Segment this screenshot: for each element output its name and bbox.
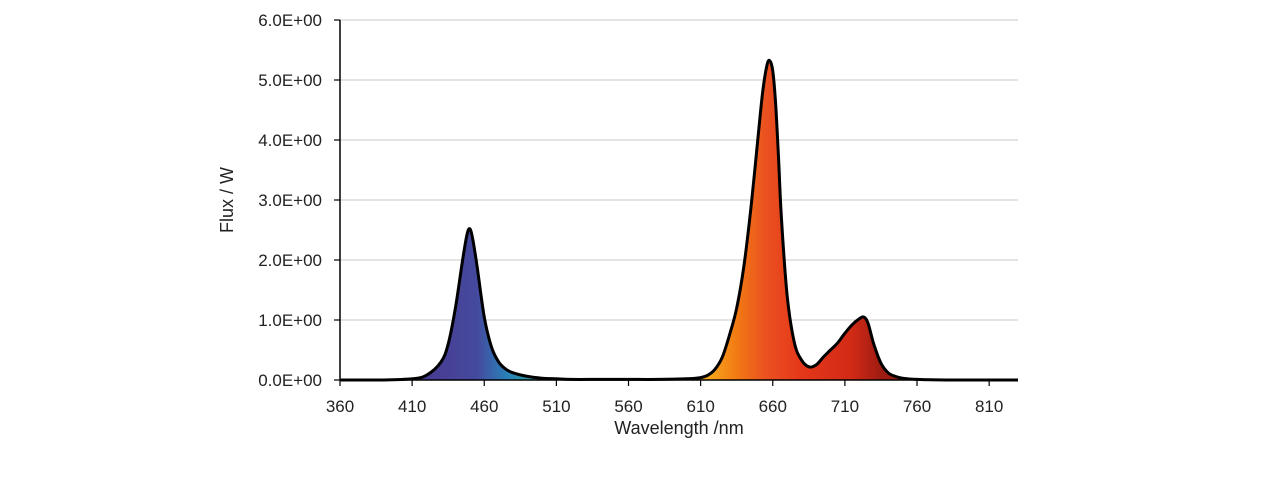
y-tick-label: 2.0E+00 <box>258 251 322 270</box>
spectrum-area <box>340 60 1018 381</box>
y-tick-label: 0.0E+00 <box>258 371 322 390</box>
x-axis-title: Wavelength /nm <box>614 418 743 438</box>
x-tick-label: 710 <box>831 397 859 416</box>
x-tick-label: 410 <box>398 397 426 416</box>
y-tick-label: 4.0E+00 <box>258 131 322 150</box>
y-tick-label: 3.0E+00 <box>258 191 322 210</box>
y-tick-label: 5.0E+00 <box>258 71 322 90</box>
x-tick-label: 460 <box>470 397 498 416</box>
y-tick-label: 1.0E+00 <box>258 311 322 330</box>
y-axis-title: Flux / W <box>217 167 237 233</box>
x-tick-label: 660 <box>759 397 787 416</box>
spectrum-line <box>339 58 1018 382</box>
x-tick-label: 810 <box>975 397 1003 416</box>
x-tick-label: 610 <box>686 397 714 416</box>
gridlines <box>340 19 1018 321</box>
x-tick-label: 560 <box>614 397 642 416</box>
x-axis-ticks: 360 410 460 510 560 610 660 710 760 810 <box>326 380 1003 416</box>
y-tick-label: 6.0E+00 <box>258 11 322 30</box>
y-axis-ticks: 0.0E+00 1.0E+00 2.0E+00 3.0E+00 4.0E+00 5.0E+… <box>258 11 340 390</box>
x-tick-label: 760 <box>903 397 931 416</box>
x-tick-label: 510 <box>542 397 570 416</box>
x-tick-label: 360 <box>326 397 354 416</box>
